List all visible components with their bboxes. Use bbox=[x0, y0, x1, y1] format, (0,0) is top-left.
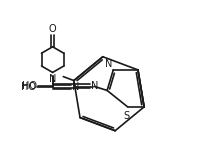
Text: O: O bbox=[49, 24, 56, 34]
Text: HO: HO bbox=[22, 81, 37, 91]
Text: N: N bbox=[72, 82, 80, 92]
Text: N: N bbox=[91, 81, 98, 91]
Text: N: N bbox=[105, 59, 112, 69]
Text: S: S bbox=[124, 111, 130, 121]
Text: HO: HO bbox=[21, 82, 36, 92]
Text: N: N bbox=[49, 74, 56, 84]
